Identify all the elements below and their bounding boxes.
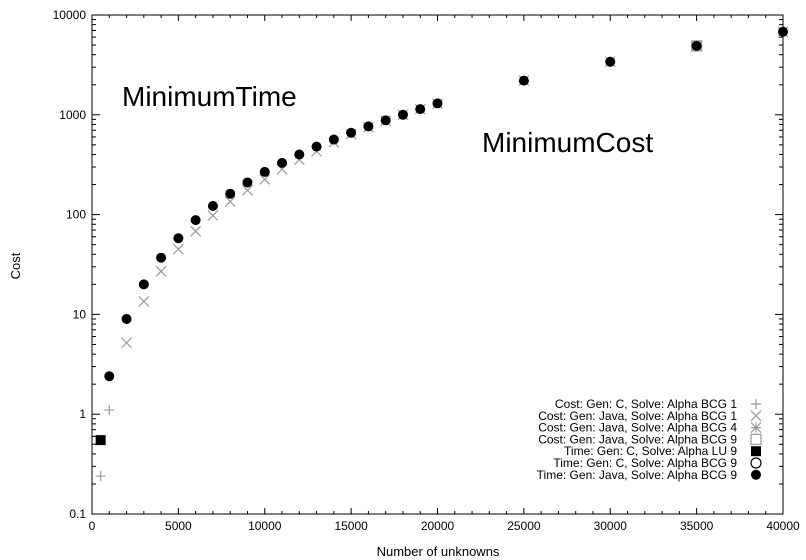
- data-point: [207, 210, 219, 221]
- data-point: [242, 184, 253, 196]
- x-axis-label: Number of unknowns: [377, 544, 500, 559]
- x-tick-label: 15000: [334, 519, 368, 533]
- data-point: [104, 405, 115, 416]
- x-tick-label: 40000: [766, 519, 800, 533]
- series-3: [518, 26, 789, 87]
- y-axis-label: Cost: [8, 252, 23, 279]
- y-tick-label: 100: [66, 208, 86, 222]
- data-point: [121, 337, 132, 349]
- y-tick-label: 10: [73, 307, 87, 321]
- x-tick-label: 35000: [680, 519, 714, 533]
- annotation-minimum-cost: MinimumCost: [482, 127, 653, 158]
- data-point: [138, 295, 150, 307]
- data-point: [156, 252, 167, 263]
- data-point: [121, 313, 132, 324]
- y-tick-label: 1000: [59, 108, 86, 122]
- legend-entry-label: Time: Gen: C, Solve: Alpha BCG 9: [553, 456, 737, 470]
- x-tick-label: 25000: [507, 519, 541, 533]
- data-point: [138, 279, 149, 290]
- legend-entry-label: Cost: Gen: Java, Solve: Alpha BCG 4: [538, 421, 737, 435]
- x-tick-label: 30000: [594, 519, 628, 533]
- data-point: [605, 56, 616, 67]
- x-tick-label: 20000: [421, 519, 455, 533]
- data-point: [294, 149, 305, 160]
- legend-entry-marker: [751, 446, 761, 457]
- legend-entry-label: Cost: Gen: C, Solve: Alpha BCG 1: [555, 397, 737, 411]
- y-tick-label: 10000: [53, 8, 87, 22]
- data-point: [277, 157, 288, 168]
- legend-entry-marker: [750, 433, 762, 445]
- data-point: [207, 200, 218, 211]
- data-point: [518, 75, 529, 86]
- data-point: [311, 141, 322, 152]
- data-point: [104, 371, 115, 382]
- data-point: [346, 127, 357, 138]
- data-point: [778, 26, 788, 37]
- data-point: [95, 471, 106, 482]
- axis-ticks: 0 5000 10000 15000 20000 25000 30000 35000 40000…: [53, 8, 800, 533]
- data-marks: [95, 26, 789, 482]
- x-tick-label: 10000: [248, 519, 282, 533]
- legend-entry-label: Time: Gen: C, Solve: Alpha LU 9: [564, 444, 737, 458]
- data-point: [432, 98, 443, 109]
- annotation-minimum-time: MinimumTime: [122, 81, 297, 112]
- data-point: [190, 225, 202, 237]
- y-tick-label: 0.1: [69, 507, 86, 521]
- data-point: [415, 104, 426, 115]
- x-tick-label: 0: [89, 519, 96, 533]
- series-2: [121, 98, 443, 349]
- series-5: [95, 435, 106, 446]
- data-point: [242, 177, 253, 188]
- legend-entry-label: Time: Gen: Java, Solve: Alpha BCG 9: [537, 468, 738, 482]
- data-point: [95, 435, 106, 446]
- data-point: [155, 265, 167, 277]
- data-point: [397, 109, 408, 120]
- data-point: [328, 134, 339, 145]
- data-point: [190, 215, 201, 226]
- legend-entry-marker: [750, 410, 762, 422]
- legend-entry-label: Cost: Gen: Java, Solve: Alpha BCG 1: [538, 409, 737, 423]
- legend-entry-label: Cost: Gen: Java, Solve: Alpha BCG 9: [538, 432, 737, 446]
- data-point: [225, 188, 236, 199]
- y-tick-label: 1: [79, 407, 86, 421]
- data-point: [173, 233, 184, 244]
- legend-entry-marker: [750, 457, 762, 469]
- data-point: [259, 174, 271, 185]
- data-point: [691, 40, 702, 51]
- series-1: [95, 405, 115, 482]
- data-point: [259, 166, 270, 177]
- data-point: [363, 121, 374, 132]
- data-point: [172, 243, 184, 255]
- data-point: [380, 115, 391, 126]
- series-7: [104, 26, 788, 382]
- x-tick-label: 5000: [165, 519, 192, 533]
- legend-entry-marker: [751, 399, 761, 409]
- legend-entry-marker: [751, 469, 761, 480]
- data-point: [224, 196, 236, 208]
- legend-entry-marker: [750, 422, 762, 434]
